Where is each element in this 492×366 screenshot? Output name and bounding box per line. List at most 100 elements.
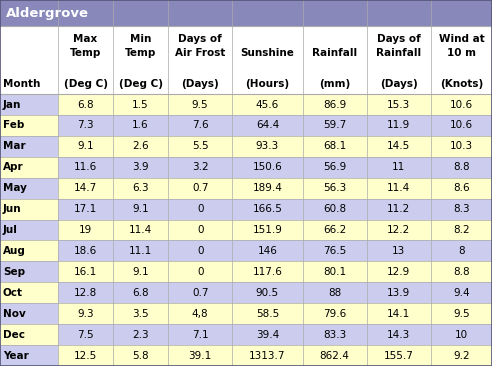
Text: 12.9: 12.9 [387, 267, 410, 277]
Bar [58, 157, 492, 178]
Text: 68.1: 68.1 [323, 141, 346, 152]
Text: 45.6: 45.6 [256, 100, 279, 109]
Bar [0, 0, 492, 26]
Text: 56.3: 56.3 [323, 183, 346, 193]
Text: 0: 0 [197, 225, 203, 235]
Text: 10.6: 10.6 [450, 100, 473, 109]
Text: 4,8: 4,8 [192, 309, 209, 319]
Text: 8: 8 [458, 246, 465, 256]
Text: 3.5: 3.5 [132, 309, 149, 319]
Text: Days of: Days of [178, 34, 222, 44]
Bar [0, 303, 58, 324]
Text: 8.3: 8.3 [453, 204, 470, 214]
Text: (Days): (Days) [181, 79, 219, 89]
Text: 11.4: 11.4 [387, 183, 410, 193]
Text: 8.6: 8.6 [453, 183, 470, 193]
Text: Jan: Jan [3, 100, 21, 109]
Text: 39.1: 39.1 [188, 351, 212, 361]
Text: 13: 13 [392, 246, 405, 256]
Bar [0, 178, 58, 199]
Text: 6.8: 6.8 [132, 288, 149, 298]
Text: 6.3: 6.3 [132, 183, 149, 193]
Text: 14.3: 14.3 [387, 330, 410, 340]
Text: 8.2: 8.2 [453, 225, 470, 235]
Text: 0: 0 [197, 204, 203, 214]
Text: 3.9: 3.9 [132, 162, 149, 172]
Text: 58.5: 58.5 [256, 309, 279, 319]
Text: Oct: Oct [3, 288, 23, 298]
Text: Jul: Jul [3, 225, 18, 235]
Text: 151.9: 151.9 [252, 225, 282, 235]
Text: 7.5: 7.5 [77, 330, 94, 340]
Text: 17.1: 17.1 [74, 204, 97, 214]
Text: 12.2: 12.2 [387, 225, 410, 235]
Bar [58, 178, 492, 199]
Text: 0: 0 [197, 246, 203, 256]
Text: Temp: Temp [125, 48, 156, 59]
Text: Month: Month [3, 79, 40, 89]
Text: Min: Min [130, 34, 151, 44]
Text: (Days): (Days) [380, 79, 418, 89]
Text: 13.9: 13.9 [387, 288, 410, 298]
Text: 8.8: 8.8 [453, 162, 470, 172]
Text: 9.4: 9.4 [453, 288, 470, 298]
Text: Air Frost: Air Frost [175, 48, 225, 59]
Text: 59.7: 59.7 [323, 120, 346, 130]
Text: 2.6: 2.6 [132, 141, 149, 152]
Text: 0.7: 0.7 [192, 288, 209, 298]
Text: May: May [3, 183, 27, 193]
Text: 79.6: 79.6 [323, 309, 346, 319]
Bar [58, 303, 492, 324]
Text: 10 m: 10 m [447, 48, 476, 59]
Text: 9.1: 9.1 [132, 267, 149, 277]
Text: Nov: Nov [3, 309, 26, 319]
Bar [58, 199, 492, 220]
Text: Feb: Feb [3, 120, 24, 130]
Bar [58, 282, 492, 303]
Text: 15.3: 15.3 [387, 100, 410, 109]
Text: 117.6: 117.6 [252, 267, 282, 277]
Text: 0: 0 [197, 267, 203, 277]
Text: (Knots): (Knots) [440, 79, 483, 89]
Bar [0, 240, 58, 261]
Text: 9.3: 9.3 [77, 309, 94, 319]
Text: 11: 11 [392, 162, 405, 172]
Text: 8.8: 8.8 [453, 267, 470, 277]
Text: Jun: Jun [3, 204, 22, 214]
Text: 10: 10 [455, 330, 468, 340]
Text: 146: 146 [257, 246, 277, 256]
Bar [0, 136, 58, 157]
Bar [0, 157, 58, 178]
Text: 10.3: 10.3 [450, 141, 473, 152]
Text: 9.2: 9.2 [453, 351, 470, 361]
Text: 19: 19 [79, 225, 92, 235]
Text: 0.7: 0.7 [192, 183, 209, 193]
Text: 60.8: 60.8 [323, 204, 346, 214]
Bar [0, 26, 492, 94]
Bar [58, 136, 492, 157]
Text: 1.6: 1.6 [132, 120, 149, 130]
Text: (Hours): (Hours) [246, 79, 289, 89]
Text: Aug: Aug [3, 246, 26, 256]
Text: 66.2: 66.2 [323, 225, 346, 235]
Text: 166.5: 166.5 [252, 204, 282, 214]
Text: Wind at: Wind at [438, 34, 484, 44]
Text: 9.1: 9.1 [77, 141, 94, 152]
Text: (Deg C): (Deg C) [63, 79, 108, 89]
Text: Sep: Sep [3, 267, 25, 277]
Text: 93.3: 93.3 [256, 141, 279, 152]
Text: 155.7: 155.7 [384, 351, 414, 361]
Bar [58, 261, 492, 282]
Text: 11.1: 11.1 [129, 246, 152, 256]
Text: Mar: Mar [3, 141, 26, 152]
Text: 7.3: 7.3 [77, 120, 94, 130]
Text: 5.5: 5.5 [192, 141, 209, 152]
Text: Days of: Days of [377, 34, 421, 44]
Text: 16.1: 16.1 [74, 267, 97, 277]
Text: 39.4: 39.4 [256, 330, 279, 340]
Text: Max: Max [73, 34, 98, 44]
Text: (Deg C): (Deg C) [119, 79, 162, 89]
Text: 9.5: 9.5 [453, 309, 470, 319]
Text: 7.6: 7.6 [192, 120, 209, 130]
Text: 5.8: 5.8 [132, 351, 149, 361]
